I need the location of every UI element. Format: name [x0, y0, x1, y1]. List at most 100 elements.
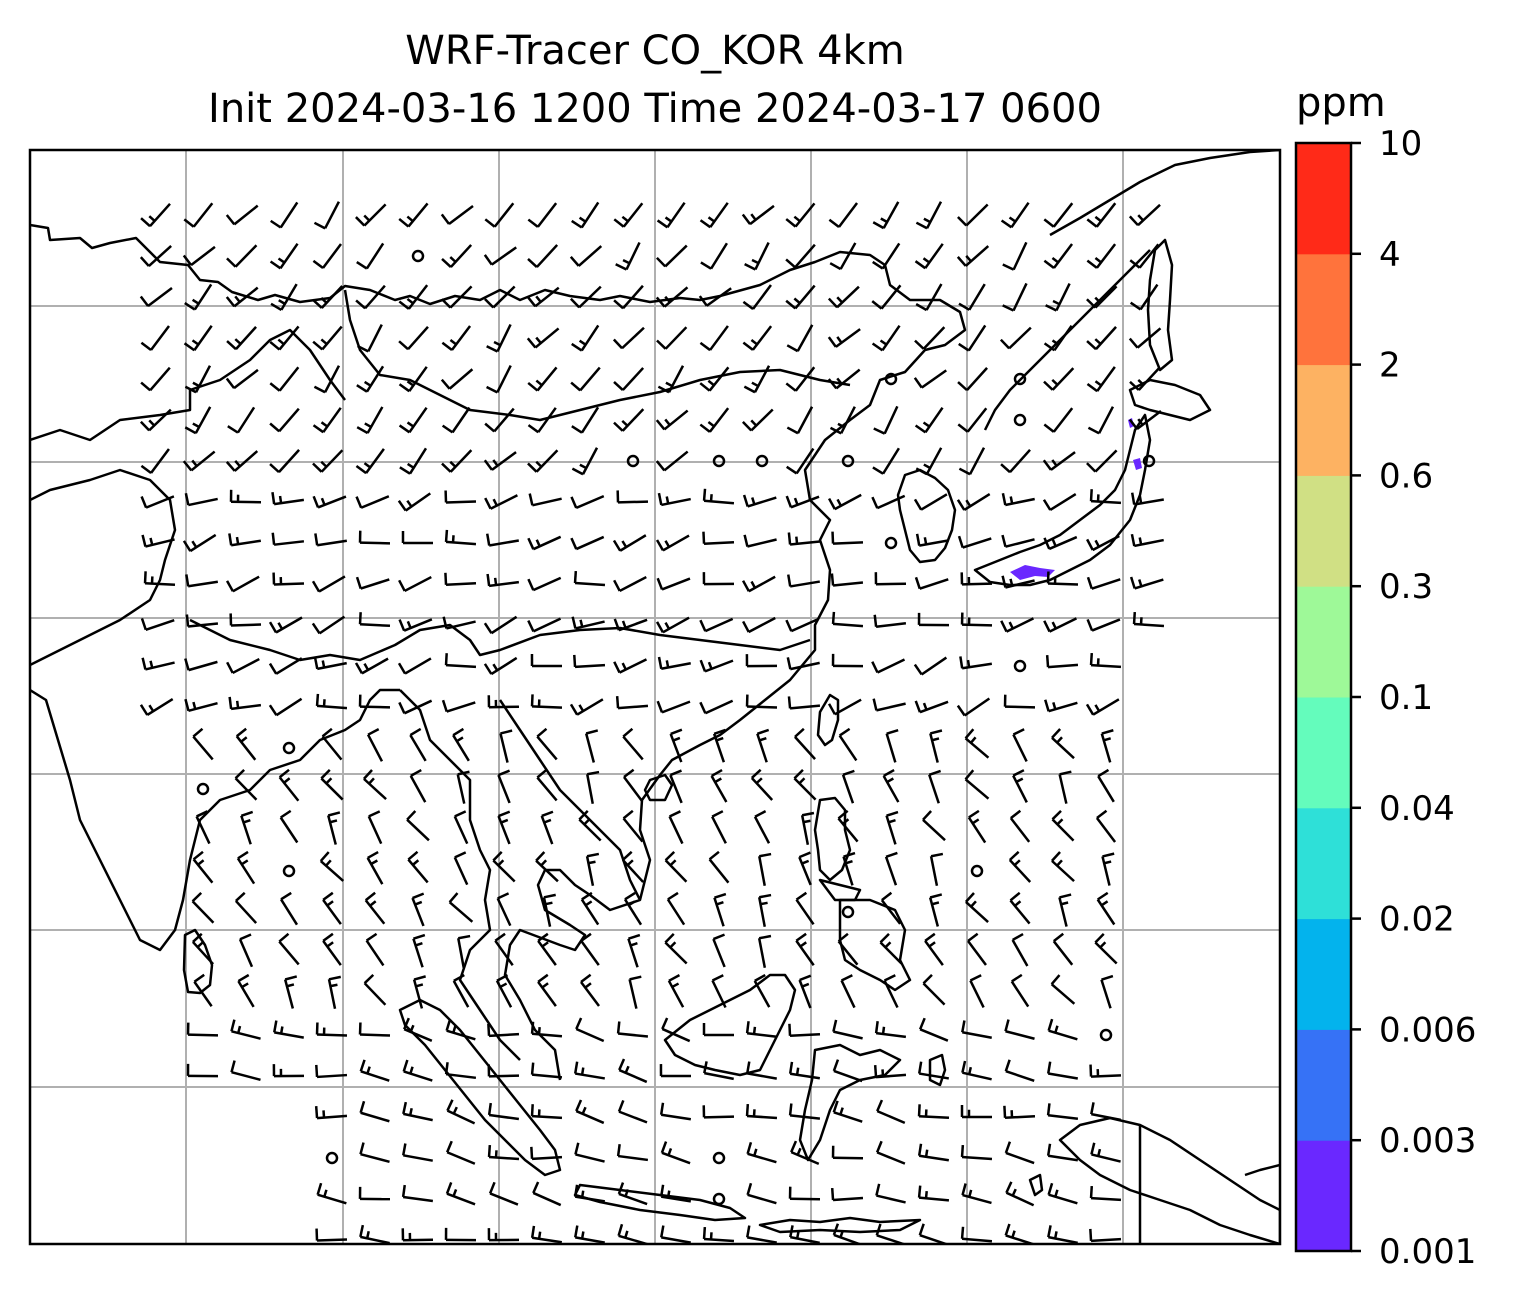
wind-barb — [655, 616, 690, 634]
wind-barb — [444, 529, 477, 546]
wind-barb — [742, 494, 777, 508]
wind-barb — [225, 450, 259, 472]
wind-barb — [918, 1017, 949, 1042]
wind-barb — [841, 769, 855, 804]
wind-barb — [1047, 1018, 1078, 1041]
wind-barb — [569, 245, 603, 267]
wind-barb — [616, 1021, 649, 1038]
wind-barb — [964, 892, 989, 924]
colorbar-tick-label: 0.3 — [1379, 567, 1433, 607]
wind-barb — [1043, 202, 1074, 228]
colorbar-tick-label: 0.6 — [1379, 456, 1433, 496]
wind-barb — [184, 698, 218, 712]
wind-barb — [1043, 367, 1075, 391]
wind-barb — [961, 1060, 992, 1081]
wind-barb — [366, 728, 384, 762]
wind-barb — [184, 365, 212, 394]
wind-barb — [398, 284, 429, 310]
wind-barb — [234, 891, 258, 924]
wind-barb — [315, 693, 348, 710]
coastline-far-east — [1049, 150, 1280, 237]
wind-barb — [528, 493, 562, 507]
wind-barb — [1000, 449, 1031, 474]
wind-barb — [226, 326, 257, 351]
colorbar-segment — [1296, 918, 1351, 1030]
border-west — [30, 468, 177, 667]
wind-barb-calm — [1142, 454, 1156, 468]
coastline-sulawesi — [798, 1043, 902, 1162]
wind-barb — [580, 891, 600, 926]
wind-barb — [832, 1100, 863, 1123]
wind-barb — [744, 241, 770, 271]
wind-barb — [786, 324, 814, 353]
coastline-visayas — [818, 878, 862, 902]
map-frame — [28, 148, 1282, 1246]
chart-title-line1: WRF-Tracer CO_KOR 4km — [405, 28, 905, 74]
wind-barb — [656, 326, 688, 350]
wind-barb — [186, 1063, 219, 1078]
wind-barb — [827, 698, 862, 716]
wind-barb — [615, 241, 641, 271]
wind-barb — [880, 891, 902, 925]
wind-barb — [957, 535, 992, 549]
wind-barb — [225, 575, 260, 593]
wind-barb — [312, 285, 344, 309]
wind-barb — [742, 284, 772, 311]
wind-barb — [1046, 1143, 1079, 1162]
wind-barb — [879, 933, 903, 965]
wind-barb — [914, 406, 944, 434]
wind-barb — [745, 1061, 777, 1080]
colorbar-tick-label: 4 — [1379, 235, 1401, 275]
wind-barb — [875, 1140, 906, 1165]
wind-barb — [618, 1058, 648, 1084]
wind-barb — [402, 1059, 433, 1082]
wind-barb — [1086, 285, 1118, 309]
wind-barb — [613, 618, 648, 632]
wind-barb — [270, 201, 299, 229]
wind-barb — [785, 447, 815, 475]
colorbar-tick-label: 0.02 — [1379, 900, 1455, 940]
tracer-patch-southern-japan — [1010, 565, 1055, 580]
wind-barb — [240, 810, 254, 845]
wind-barb — [483, 615, 518, 635]
wind-barb — [269, 407, 300, 433]
wind-barb — [964, 769, 990, 800]
wind-barb — [1058, 770, 1072, 804]
wind-barb — [406, 810, 430, 842]
wind-barb — [699, 325, 729, 352]
wind-barb — [402, 1101, 433, 1122]
wind-barb — [536, 768, 558, 802]
wind-barb — [827, 328, 861, 348]
wind-barb — [398, 366, 428, 393]
wind-barb — [444, 1062, 477, 1080]
wind-barb — [798, 974, 812, 1009]
wind-barb — [873, 405, 899, 435]
wind-barb — [656, 700, 691, 714]
wind-barb-calm — [712, 1192, 726, 1206]
wind-barb — [355, 203, 387, 227]
wind-barb — [182, 245, 216, 267]
wind-barb — [315, 1228, 348, 1242]
wind-barb — [885, 810, 899, 845]
wind-barb-calm — [325, 1151, 339, 1165]
wind-barb — [484, 285, 516, 309]
wind-barb — [789, 1225, 820, 1244]
wind-barb — [316, 1182, 347, 1205]
wind-barb — [530, 1062, 563, 1079]
wind-barb — [537, 973, 557, 1007]
wind-barb — [753, 810, 771, 844]
wind-barb — [788, 1186, 821, 1201]
wind-barb — [837, 809, 859, 843]
wind-barb — [1097, 768, 1115, 803]
wind-barb — [530, 1021, 563, 1038]
wind-barb — [575, 1099, 605, 1125]
wind-barb — [613, 658, 648, 674]
wind-barb — [702, 572, 735, 586]
wind-barb — [441, 244, 473, 268]
wind-barb — [278, 932, 300, 966]
coastline-hokkaido — [1128, 378, 1212, 422]
wind-barb — [573, 1184, 606, 1203]
wind-barb — [1095, 809, 1117, 843]
wind-barb — [1130, 533, 1164, 548]
colorbar-tick-label: 0.04 — [1379, 789, 1455, 829]
